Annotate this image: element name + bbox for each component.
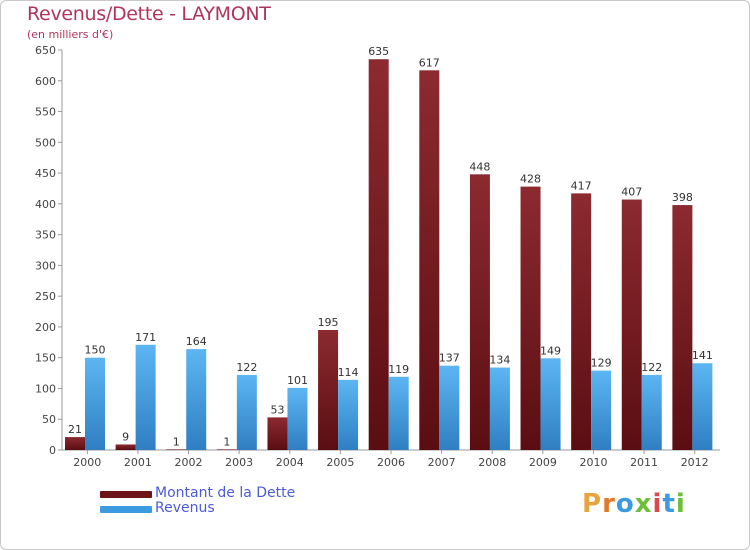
data-label-dette: 617 [419,56,440,69]
bar-dette [267,417,288,450]
logo-letter: i [652,489,663,519]
data-label-revenus: 149 [540,344,561,357]
bar-dette [621,199,642,450]
bar-dette [469,174,490,451]
x-tick-label: 2010 [579,456,607,469]
data-label-revenus: 134 [489,354,510,367]
y-tick-label: 150 [35,352,56,365]
data-label-dette: 21 [68,423,82,436]
bar-revenus [540,358,561,450]
legend-swatch-dette [100,491,152,498]
data-label-dette: 448 [469,160,490,173]
bar-revenus [692,363,713,450]
bar-dette [65,437,85,450]
y-tick-label: 200 [35,321,56,334]
data-label-dette: 407 [621,186,642,199]
y-tick-label: 450 [35,167,56,180]
y-tick-label: 100 [35,382,56,395]
data-label-dette: 53 [270,403,284,416]
y-tick-label: 600 [35,75,56,88]
y-tick-label: 300 [35,259,56,272]
y-tick-label: 550 [35,106,56,119]
data-label-dette: 195 [318,316,339,329]
logo-letter: P [582,489,603,519]
chart-title: Revenus/Dette - LAYMONT [27,3,271,25]
x-tick-label: 2011 [630,456,658,469]
bar-dette [216,449,237,450]
legend-swatch-revenus [100,506,152,513]
data-label-revenus: 114 [338,366,359,379]
x-tick-label: 2009 [529,456,557,469]
logo-letter: x [634,489,653,519]
y-tick-label: 50 [42,413,56,426]
x-tick-label: 2000 [73,456,101,469]
bar-revenus [135,344,156,450]
x-tick-label: 2003 [225,456,253,469]
data-label-revenus: 122 [236,361,257,374]
logo-letter: i [675,489,686,519]
logo-letter: o [615,489,635,519]
y-tick-label: 250 [35,290,56,303]
data-label-revenus: 164 [186,335,207,348]
bar-dette [520,186,541,450]
bar-revenus [489,367,510,450]
data-label-dette: 1 [173,435,180,448]
y-tick-label: 0 [49,444,56,457]
legend-label-revenus: Revenus [155,500,215,516]
x-tick-label: 2008 [478,456,506,469]
y-tick-label: 350 [35,229,56,242]
legend-label-dette: Montant de la Dette [155,485,296,501]
bar-dette [115,444,136,450]
bar-dette [571,193,592,450]
data-label-revenus: 171 [135,331,156,344]
data-label-dette: 398 [672,191,693,204]
bar-revenus [287,387,308,450]
chart-subtitle: (en milliers d'€) [27,28,114,41]
logo-letter: r [602,489,616,519]
bar-revenus [338,379,359,450]
logo-letter: t [662,489,676,519]
bar-revenus [85,357,105,450]
data-label-dette: 417 [571,179,592,192]
bar-dette [419,70,440,451]
y-tick-label: 400 [35,198,56,211]
y-tick-label: 650 [35,44,56,57]
x-tick-label: 2012 [681,456,709,469]
x-tick-label: 2006 [377,456,405,469]
bar-dette [166,449,187,450]
x-tick-label: 2005 [326,456,354,469]
bar-dette [672,205,693,450]
proxiti-logo: Proxiti [582,489,686,519]
data-label-dette: 9 [122,430,129,443]
x-tick-label: 2007 [428,456,456,469]
data-label-dette: 428 [520,173,541,186]
data-label-revenus: 129 [591,357,612,370]
x-tick-label: 2001 [124,456,152,469]
y-tick-label: 500 [35,136,56,149]
bar-revenus [591,370,612,450]
bar-revenus [439,365,460,450]
data-label-dette: 1 [223,435,230,448]
bar-revenus [641,374,662,450]
bar-dette [368,59,389,450]
data-label-dette: 635 [368,45,389,58]
data-label-revenus: 150 [85,344,106,357]
bar-revenus [388,376,409,450]
bar-dette [318,330,339,450]
x-tick-label: 2002 [175,456,203,469]
data-label-revenus: 122 [641,361,662,374]
data-label-revenus: 137 [439,352,460,365]
x-tick-label: 2004 [276,456,304,469]
bar-revenus [236,374,257,450]
data-label-revenus: 101 [287,374,308,387]
data-label-revenus: 119 [388,363,409,376]
bar-revenus [186,349,207,450]
data-label-revenus: 141 [692,349,713,362]
